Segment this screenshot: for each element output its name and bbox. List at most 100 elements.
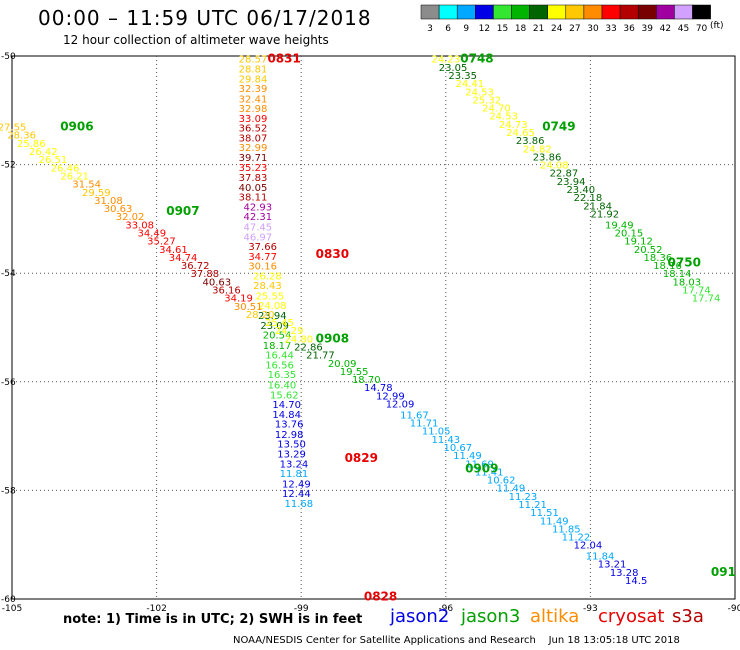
wave-height-value: 47.45 xyxy=(243,223,272,234)
credit-line: NOAA/NESDIS Center for Satellite Applica… xyxy=(233,635,680,646)
pass-time-label: 0749 xyxy=(542,120,575,134)
wave-height-value: 24.29 xyxy=(275,326,304,337)
pass-time-labels: 0831 0830 0829 0828 0906 0907 0908 0909 0748 0749… xyxy=(60,52,736,604)
wave-height-value: 16.56 xyxy=(265,360,294,371)
color-scale-label: 42 xyxy=(660,24,671,34)
wave-height-value: 13.24 xyxy=(280,459,309,470)
wave-height-value: 12.98 xyxy=(275,430,304,441)
wave-height-value: 18.70 xyxy=(352,375,381,386)
x-tick-label: -105 xyxy=(2,604,22,614)
wave-height-value: 14.5 xyxy=(625,576,647,587)
color-scale-swatch xyxy=(420,4,440,20)
wave-height-value: 12.49 xyxy=(282,479,311,490)
wave-height-value: 19.12 xyxy=(624,237,653,248)
pass-time-label: 0831 xyxy=(267,52,300,66)
color-scale-label: 30 xyxy=(587,24,599,34)
wave-height-value: 13.29 xyxy=(277,449,306,460)
wave-height-value: 24.53 xyxy=(465,87,494,98)
wave-height-value: 11.21 xyxy=(518,500,547,511)
y-tick-label: -52 xyxy=(1,161,16,171)
color-scale-swatch xyxy=(547,4,567,20)
wave-height-value: 11.85 xyxy=(552,524,581,535)
legend-cryosat: cryosat xyxy=(598,606,665,627)
wave-height-value: 16.40 xyxy=(268,381,297,392)
color-scale-swatch xyxy=(674,4,693,20)
wave-height-value: 15.62 xyxy=(270,390,299,401)
wave-height-value: 10.62 xyxy=(487,476,516,487)
wave-height-value: 30.51 xyxy=(234,302,263,313)
pass-time-label: 0750 xyxy=(668,255,701,269)
color-scale: 3 6 9 12 15 18 21 24 27 30 33 36 39 42 45 70 xyxy=(420,4,711,34)
wave-height-value: 21.77 xyxy=(306,351,335,362)
chart-title: 00:00 – 11:59 UTC 06/17/2018 xyxy=(38,6,372,30)
color-scale-label: 39 xyxy=(642,24,654,34)
wave-height-value: 24.73 xyxy=(499,120,528,131)
y-axis-ticks: -50 -52 -54 -56 -58 -60 xyxy=(1,52,16,605)
pass-time-label: 0828 xyxy=(364,589,397,603)
wave-height-value: 36.72 xyxy=(181,261,210,272)
wave-height-value: 32.98 xyxy=(239,104,268,115)
wave-height-value: 23.09 xyxy=(260,321,289,332)
wave-height-value: 25.86 xyxy=(17,139,46,150)
color-scale-label: 21 xyxy=(533,24,544,34)
wave-height-value: 33.09 xyxy=(239,114,268,125)
wave-height-value: 28.57 xyxy=(239,55,268,66)
pass-time-label: 0909 xyxy=(465,462,498,476)
wave-height-value: 11.71 xyxy=(410,419,439,430)
wave-height-value: 46.97 xyxy=(243,232,272,243)
wave-height-value: 26.46 xyxy=(51,163,80,174)
wave-height-value: 11.43 xyxy=(431,435,460,446)
color-scale-swatch xyxy=(637,4,657,20)
pass-time-label: 0906 xyxy=(60,120,93,134)
y-tick-label: -56 xyxy=(1,378,16,388)
wave-height-value: 11.68 xyxy=(284,499,313,510)
wave-height-value: 11.05 xyxy=(422,427,451,438)
wave-height-value: 29.59 xyxy=(82,188,111,199)
wave-height-value: 24.41 xyxy=(456,79,485,90)
wave-height-value: 24.08 xyxy=(540,161,569,172)
color-scale-swatch xyxy=(511,4,530,20)
x-axis-ticks: -105 -102 -99 -96 -93 -90 xyxy=(2,604,740,614)
wave-height-value: 26.42 xyxy=(29,147,58,158)
color-scale-label: 9 xyxy=(463,24,469,34)
wave-height-value: 25.45 xyxy=(265,318,294,329)
pass-time-label: 0748 xyxy=(460,52,493,66)
wave-height-value: 18.16 xyxy=(653,261,682,272)
wave-height-value: 28.36 xyxy=(7,131,36,142)
wave-height-value: 20.09 xyxy=(328,359,357,370)
wave-height-value: 14.70 xyxy=(272,400,301,411)
legend-altika: altika xyxy=(530,606,580,627)
color-scale-unit: (ft) xyxy=(710,21,724,31)
wave-height-value: 23.94 xyxy=(258,311,287,322)
wave-height-value: 24.23 xyxy=(431,55,460,66)
x-tick-label: -93 xyxy=(583,604,598,614)
wave-height-value: 22.86 xyxy=(294,343,323,354)
color-scale-swatch xyxy=(656,4,675,20)
color-scale-swatch xyxy=(475,4,494,20)
wave-height-value: 28.20 xyxy=(246,310,275,321)
x-tick-label: -90 xyxy=(728,604,740,614)
wave-height-value: 40.05 xyxy=(239,183,268,194)
wave-height-value: 32.02 xyxy=(116,212,145,223)
wave-height-value: 36.16 xyxy=(212,285,241,296)
color-scale-label: 15 xyxy=(497,24,508,34)
wave-height-value: 10.67 xyxy=(444,443,473,454)
color-scale-swatch xyxy=(583,4,603,20)
wave-height-value: 26.21 xyxy=(60,171,89,182)
color-scale-label: 70 xyxy=(696,24,708,34)
color-scale-swatch xyxy=(565,4,585,20)
wave-height-value: 34.74 xyxy=(169,253,198,264)
wave-height-value: 22.87 xyxy=(550,169,579,180)
color-scale-swatch xyxy=(692,4,711,20)
color-scale-label: 18 xyxy=(515,24,527,34)
wave-height-value: 11.41 xyxy=(475,467,504,478)
wave-height-value: 13.50 xyxy=(277,440,306,451)
color-scale-swatch xyxy=(601,4,621,20)
wave-height-value: 28.43 xyxy=(253,281,282,292)
plot-frame xyxy=(11,55,736,600)
wave-height-value: 33.08 xyxy=(125,220,154,231)
wave-height-value: 24.65 xyxy=(506,128,535,139)
wave-height-value: 13.28 xyxy=(610,568,639,579)
wave-height-value: 25.32 xyxy=(472,95,501,106)
